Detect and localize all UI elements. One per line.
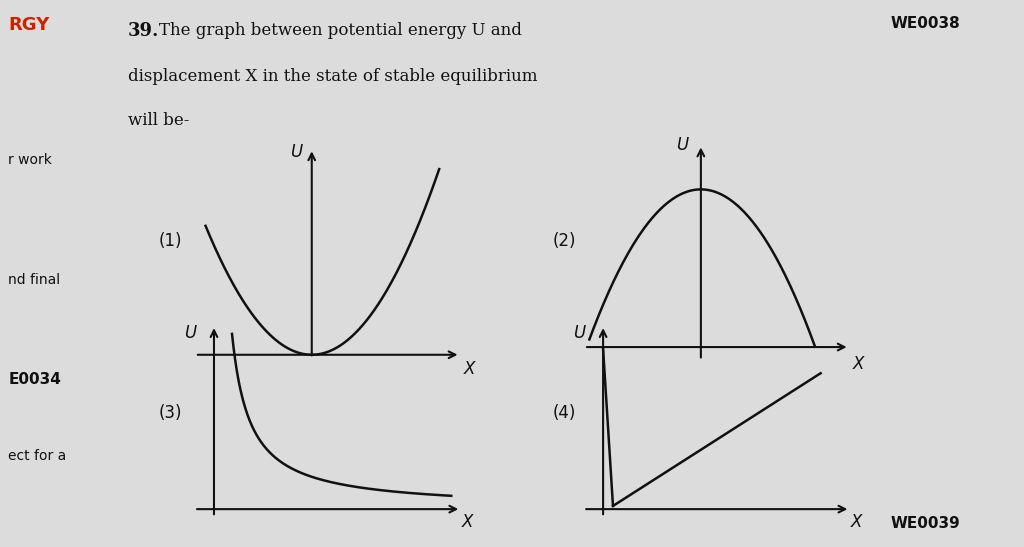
Text: (3): (3) [159, 404, 182, 422]
Text: displacement X in the state of stable equilibrium: displacement X in the state of stable eq… [128, 68, 538, 85]
Text: r work: r work [8, 153, 52, 167]
Text: X: X [462, 513, 473, 531]
Text: X: X [463, 359, 474, 377]
Text: ect for a: ect for a [8, 449, 67, 463]
Text: WE0039: WE0039 [891, 516, 961, 531]
Text: U: U [676, 136, 688, 154]
Text: WE0038: WE0038 [891, 16, 961, 31]
Text: (1): (1) [159, 232, 182, 249]
Text: will be-: will be- [128, 112, 189, 129]
Text: 39.: 39. [128, 22, 160, 40]
Text: U: U [290, 143, 302, 161]
Text: U: U [184, 324, 197, 342]
Text: X: X [851, 513, 862, 531]
Text: The graph between potential energy U and: The graph between potential energy U and [159, 22, 521, 39]
Text: (2): (2) [553, 232, 577, 249]
Text: nd final: nd final [8, 274, 60, 288]
Text: (4): (4) [553, 404, 577, 422]
Text: E0034: E0034 [8, 372, 61, 387]
Text: X: X [852, 354, 863, 373]
Text: U: U [573, 324, 586, 342]
Text: RGY: RGY [8, 16, 49, 34]
